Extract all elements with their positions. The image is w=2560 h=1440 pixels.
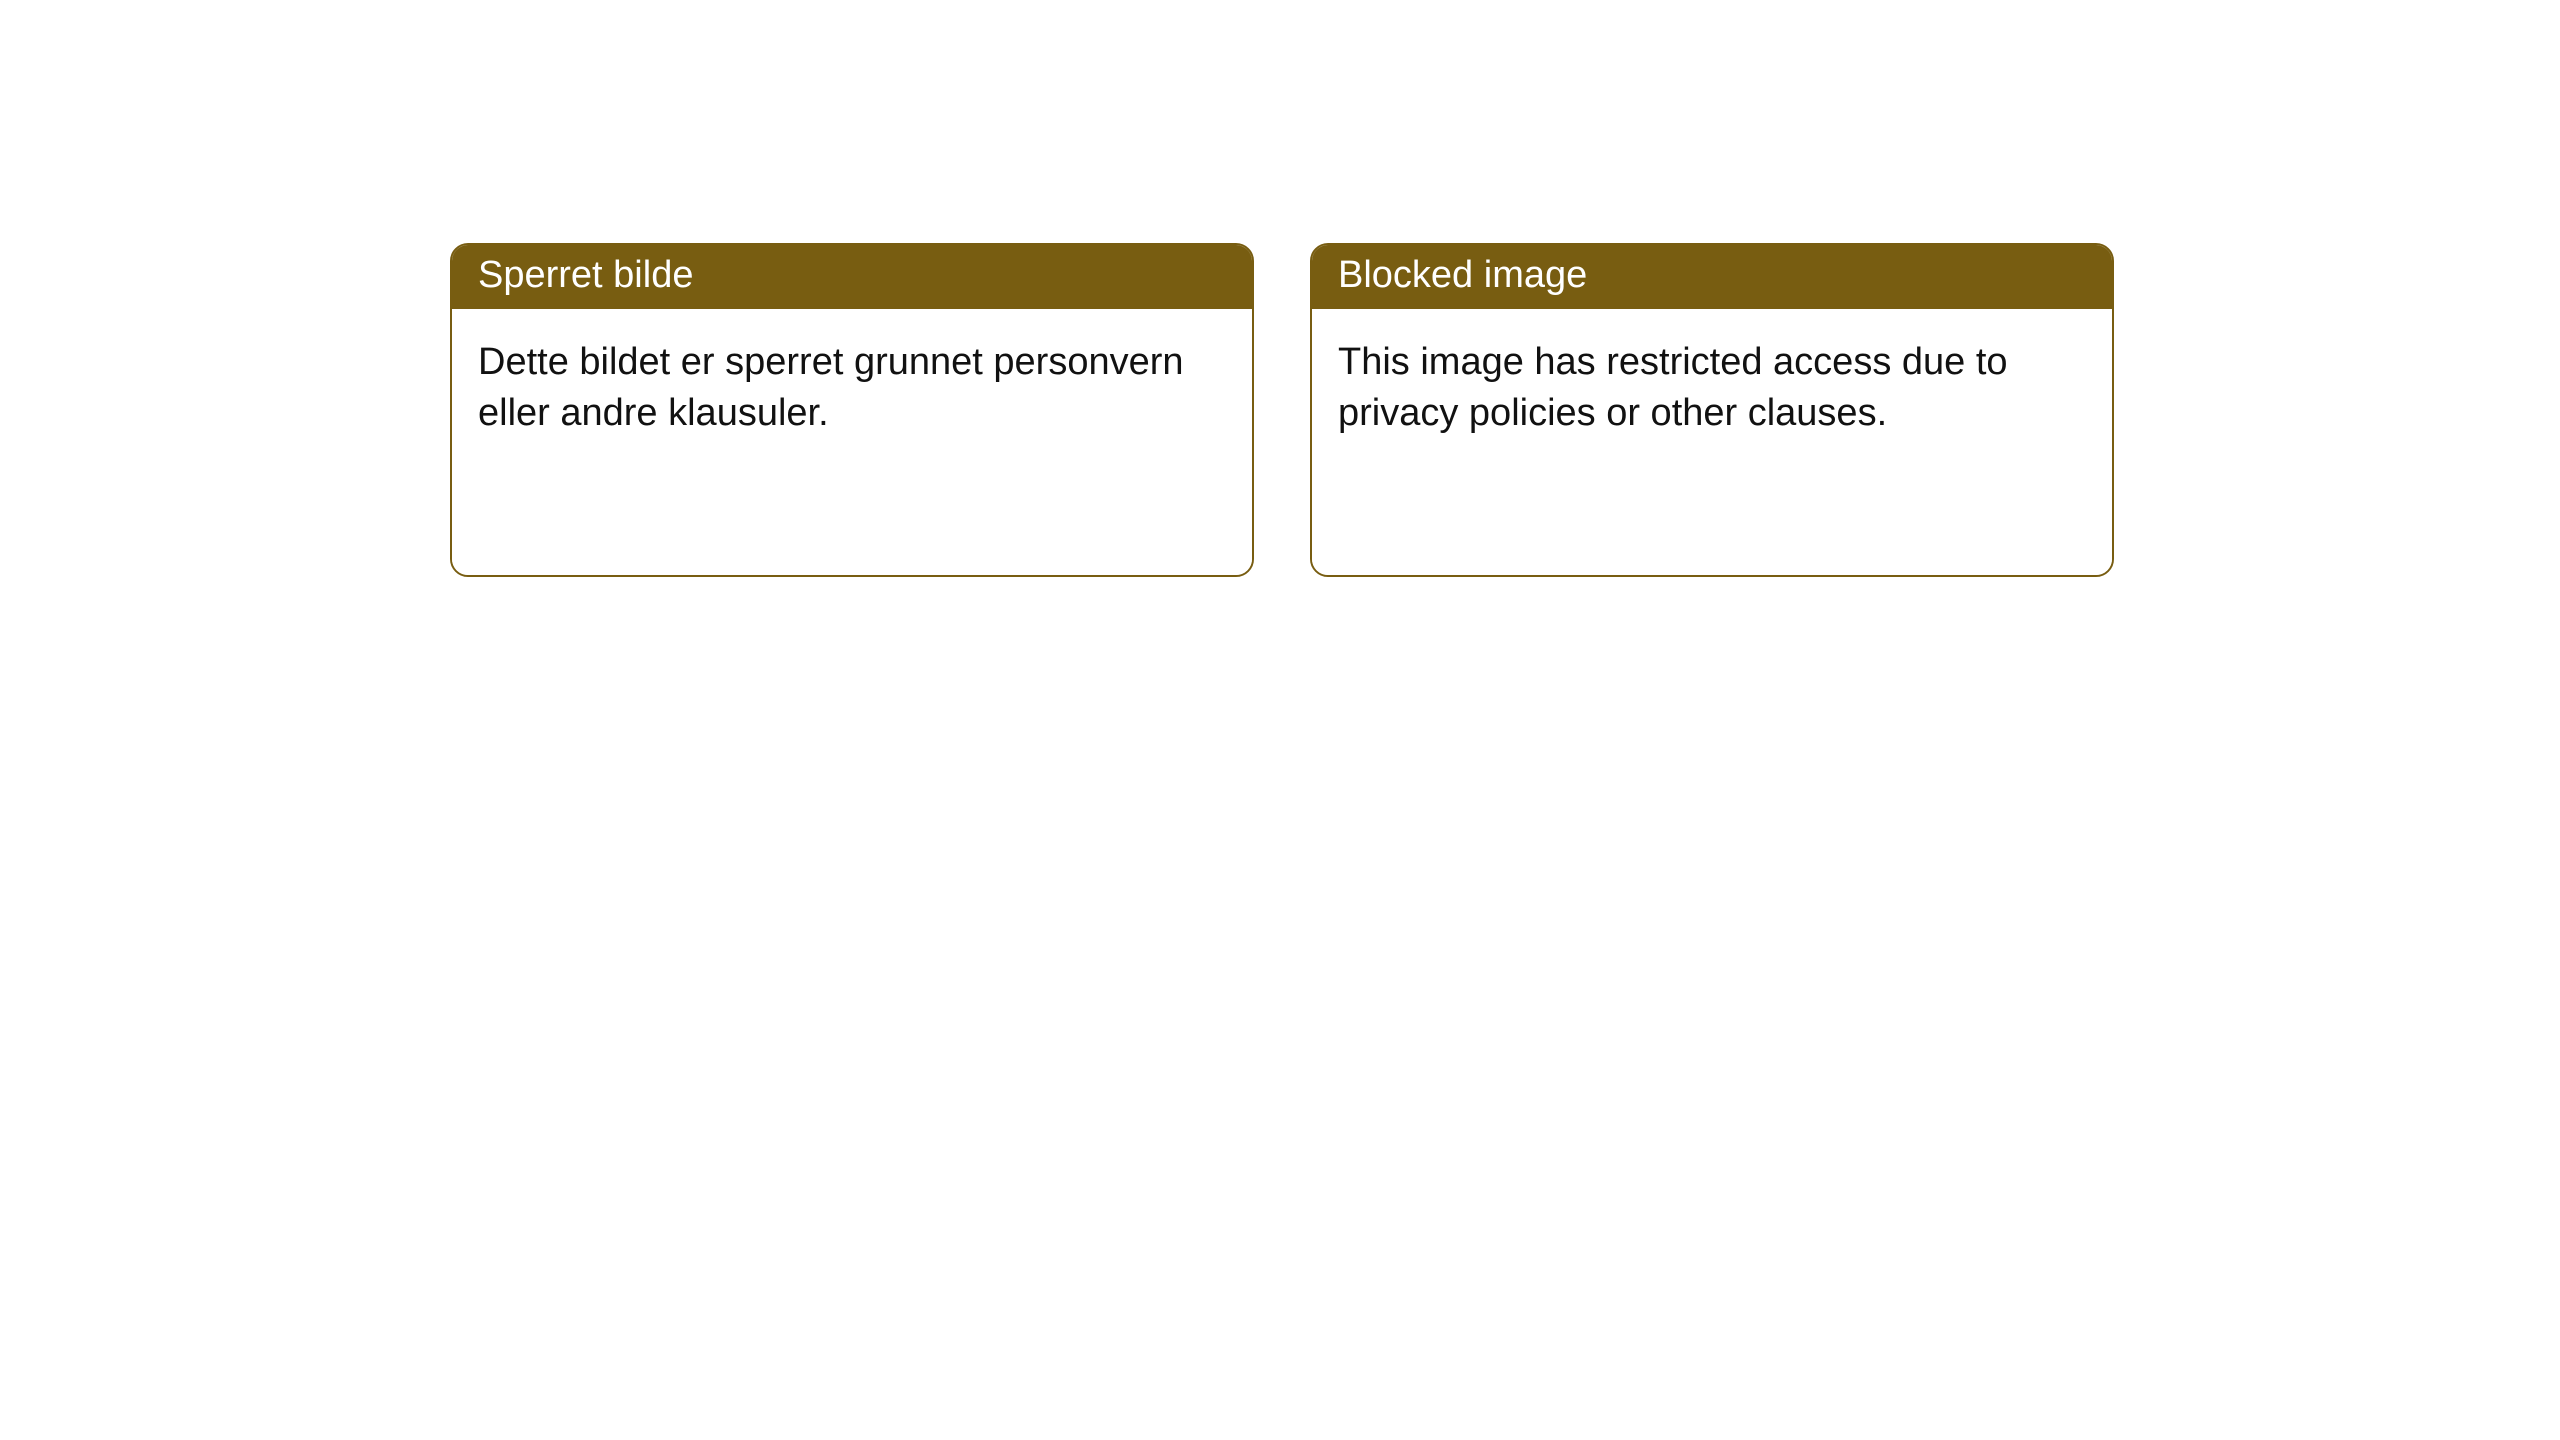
notice-card-en: Blocked image This image has restricted …	[1310, 243, 2114, 577]
notice-card-title: Blocked image	[1312, 245, 2112, 309]
notice-card-no: Sperret bilde Dette bildet er sperret gr…	[450, 243, 1254, 577]
notice-card-body: Dette bildet er sperret grunnet personve…	[452, 309, 1252, 575]
notice-container: Sperret bilde Dette bildet er sperret gr…	[0, 0, 2560, 577]
notice-card-body: This image has restricted access due to …	[1312, 309, 2112, 575]
notice-card-title: Sperret bilde	[452, 245, 1252, 309]
